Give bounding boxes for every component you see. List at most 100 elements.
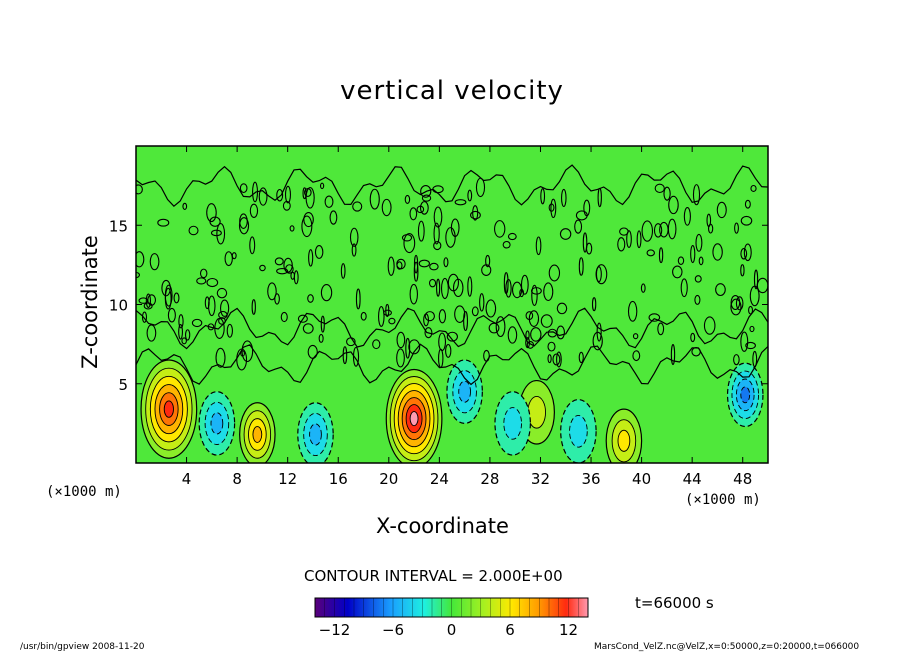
- contour-line: [136, 164, 768, 208]
- footer-left: /usr/bin/gpview 2008-11-20: [20, 642, 145, 652]
- contour-line: [640, 283, 646, 293]
- updraft-cell: [239, 402, 276, 463]
- contour-line: [632, 333, 639, 340]
- contour-line: [369, 188, 380, 210]
- contour-line: [438, 332, 447, 352]
- contour-line: [219, 299, 230, 317]
- contour-line: [302, 323, 314, 334]
- contour-line: [636, 230, 642, 249]
- colorbar-label: 12: [559, 621, 578, 639]
- contour-line: [735, 296, 744, 311]
- contour-line: [503, 272, 509, 295]
- contour-line: [495, 316, 506, 338]
- downdraft-cell: [726, 362, 764, 428]
- contour-line: [405, 337, 411, 359]
- contour-line: [196, 277, 207, 285]
- contour-line: [433, 222, 440, 245]
- contour-line: [548, 264, 561, 282]
- contour-line: [559, 228, 572, 240]
- contour-line: [274, 293, 280, 305]
- contour-line: [575, 210, 588, 221]
- contour-line: [552, 353, 561, 366]
- contour-line: [750, 184, 757, 192]
- contour-line: [663, 186, 671, 201]
- contour-ring: [458, 380, 471, 403]
- contour-ring: [740, 386, 751, 404]
- contour-line: [224, 251, 233, 267]
- contour-line: [507, 326, 518, 344]
- contour-line: [387, 256, 395, 276]
- contour-line: [507, 232, 517, 241]
- contour-line: [446, 331, 458, 342]
- contour-line: [419, 201, 429, 215]
- contour-line: [445, 343, 452, 358]
- contour-line: [372, 339, 381, 350]
- contour-line: [450, 218, 460, 237]
- contour-line: [416, 205, 425, 214]
- contour-line: [418, 259, 430, 268]
- contour-line: [485, 254, 491, 268]
- contour-line: [318, 333, 324, 343]
- contour-line: [617, 237, 626, 252]
- contour-line: [206, 277, 219, 288]
- contour-line: [748, 305, 754, 315]
- contour-line: [351, 243, 357, 257]
- contour-line: [440, 277, 449, 300]
- contour-line: [467, 276, 473, 297]
- contour-line: [550, 198, 557, 219]
- contour-ring: [569, 414, 588, 448]
- x-tick-label: 16: [329, 470, 348, 488]
- contour-line: [149, 253, 160, 271]
- contour-line: [694, 294, 701, 305]
- contour-ring: [210, 412, 224, 435]
- contour-line: [191, 318, 203, 328]
- contour-line: [438, 309, 447, 324]
- contour-line: [668, 195, 679, 215]
- contour-line: [408, 339, 421, 355]
- contour-line: [479, 293, 485, 312]
- contour-line: [145, 293, 152, 308]
- contour-line: [698, 256, 704, 266]
- contour-line: [531, 284, 538, 306]
- contour-line: [283, 257, 293, 273]
- contour-line: [352, 201, 363, 212]
- contour-line: [424, 311, 435, 322]
- contour-line: [556, 302, 568, 315]
- contour-line: [136, 251, 145, 268]
- contour-line: [167, 307, 176, 323]
- x-tick-label: 44: [683, 470, 702, 488]
- y-tick-label: 15: [109, 217, 128, 235]
- y-tick-label: 5: [118, 376, 128, 394]
- contour-line: [429, 262, 439, 271]
- contour-line: [178, 314, 184, 329]
- contour-line: [680, 278, 688, 298]
- contour-line: [238, 217, 250, 235]
- contour-line: [595, 264, 608, 285]
- contour-line: [349, 227, 359, 247]
- contour-line: [240, 350, 245, 357]
- colorbar-label: −12: [319, 621, 351, 639]
- contour-line: [525, 337, 530, 349]
- contour-line: [641, 220, 654, 242]
- contour-line: [409, 207, 418, 221]
- contour-line: [454, 305, 466, 323]
- contour-line: [488, 322, 500, 334]
- contour-line: [658, 247, 664, 264]
- contour-line: [561, 188, 567, 208]
- contour-line: [404, 194, 411, 204]
- contour-line: [548, 203, 555, 212]
- contour-line: [626, 230, 632, 249]
- contour-line: [578, 351, 584, 364]
- contour-line: [320, 284, 333, 302]
- contour-line: [695, 233, 703, 252]
- contour-line: [383, 309, 392, 316]
- contour-line: [216, 287, 228, 299]
- contour-line: [424, 327, 433, 339]
- y-axis-label: Z-coordinate: [78, 235, 102, 369]
- contour-ring: [409, 411, 419, 427]
- contour-line: [433, 241, 442, 251]
- contour-line: [547, 341, 556, 352]
- contour-line: [672, 265, 683, 279]
- chart-title: vertical velocity: [340, 76, 564, 106]
- contour-line: [360, 311, 367, 321]
